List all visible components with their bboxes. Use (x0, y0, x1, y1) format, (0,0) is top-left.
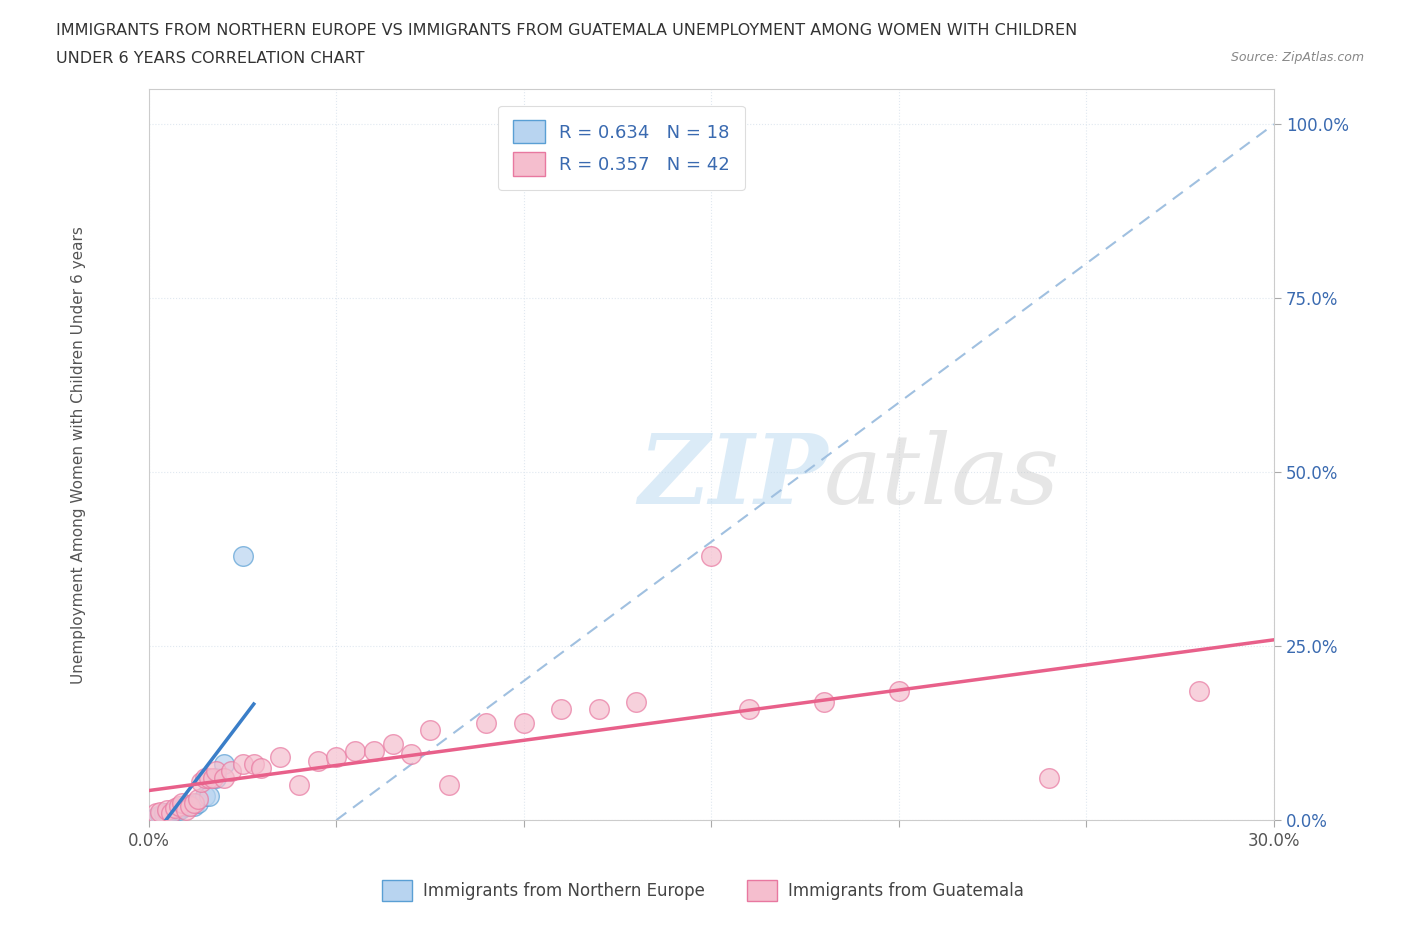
Point (194, 789, 217, 804)
Point (242, 757, 264, 772)
Text: atlas: atlas (824, 430, 1060, 524)
Point (152, 805, 174, 820)
Point (145, 805, 167, 820)
Point (662, 152, 685, 166)
Text: IMMIGRANTS FROM NORTHERN EUROPE VS IMMIGRANTS FROM GUATEMALA UNEMPLOYMENT AMONG : IMMIGRANTS FROM NORTHERN EUROPE VS IMMIG… (56, 23, 1077, 38)
Point (149, 807, 172, 822)
Point (179, 799, 201, 814)
Y-axis label: Unemployment Among Women with Children Under 6 years: Unemployment Among Women with Children U… (72, 226, 86, 684)
Point (186, 795, 208, 810)
Point (1188, 684, 1211, 698)
Point (1038, 771, 1060, 786)
Point (475, 715, 498, 730)
Point (738, 701, 761, 716)
Text: UNDER 6 YEARS CORRELATION CHART: UNDER 6 YEARS CORRELATION CHART (56, 51, 364, 66)
Point (174, 799, 197, 814)
Point (212, 771, 235, 786)
Point (700, 548, 723, 563)
Point (186, 791, 208, 806)
Point (813, 695, 835, 710)
Point (205, 764, 228, 778)
Point (626, 695, 648, 710)
Text: Source: ZipAtlas.com: Source: ZipAtlas.com (1230, 51, 1364, 64)
Point (250, 761, 273, 776)
Point (269, 750, 291, 764)
Point (231, 757, 253, 772)
Point (194, 771, 217, 786)
Point (197, 771, 219, 786)
Legend: Immigrants from Northern Europe, Immigrants from Guatemala: Immigrants from Northern Europe, Immigra… (375, 873, 1031, 908)
Point (183, 799, 205, 814)
Point (401, 747, 423, 762)
Point (167, 799, 190, 814)
Point (219, 764, 242, 778)
Point (183, 795, 205, 810)
Point (156, 803, 179, 817)
Point (437, 777, 460, 792)
Point (212, 757, 235, 772)
Point (588, 701, 610, 716)
Legend: R = 0.634   N = 18, R = 0.357   N = 42: R = 0.634 N = 18, R = 0.357 N = 42 (498, 106, 745, 190)
Point (197, 789, 219, 804)
Point (156, 805, 179, 820)
Point (172, 800, 194, 815)
Text: ZIP: ZIP (638, 430, 828, 524)
Point (163, 803, 186, 817)
Point (381, 737, 404, 751)
Point (174, 803, 197, 817)
Point (307, 753, 329, 768)
Point (201, 771, 224, 786)
Point (887, 684, 910, 698)
Point (163, 800, 186, 815)
Point (149, 804, 172, 819)
Point (205, 771, 228, 786)
Point (190, 775, 212, 790)
Point (231, 548, 253, 563)
Point (363, 743, 385, 758)
Point (419, 723, 441, 737)
Point (160, 805, 183, 820)
Point (288, 777, 311, 792)
Point (325, 750, 347, 764)
Point (179, 797, 201, 812)
Point (160, 804, 183, 819)
Point (344, 743, 367, 758)
Point (167, 803, 190, 817)
Point (145, 809, 167, 824)
Point (513, 715, 536, 730)
Point (550, 701, 572, 716)
Point (172, 795, 194, 810)
